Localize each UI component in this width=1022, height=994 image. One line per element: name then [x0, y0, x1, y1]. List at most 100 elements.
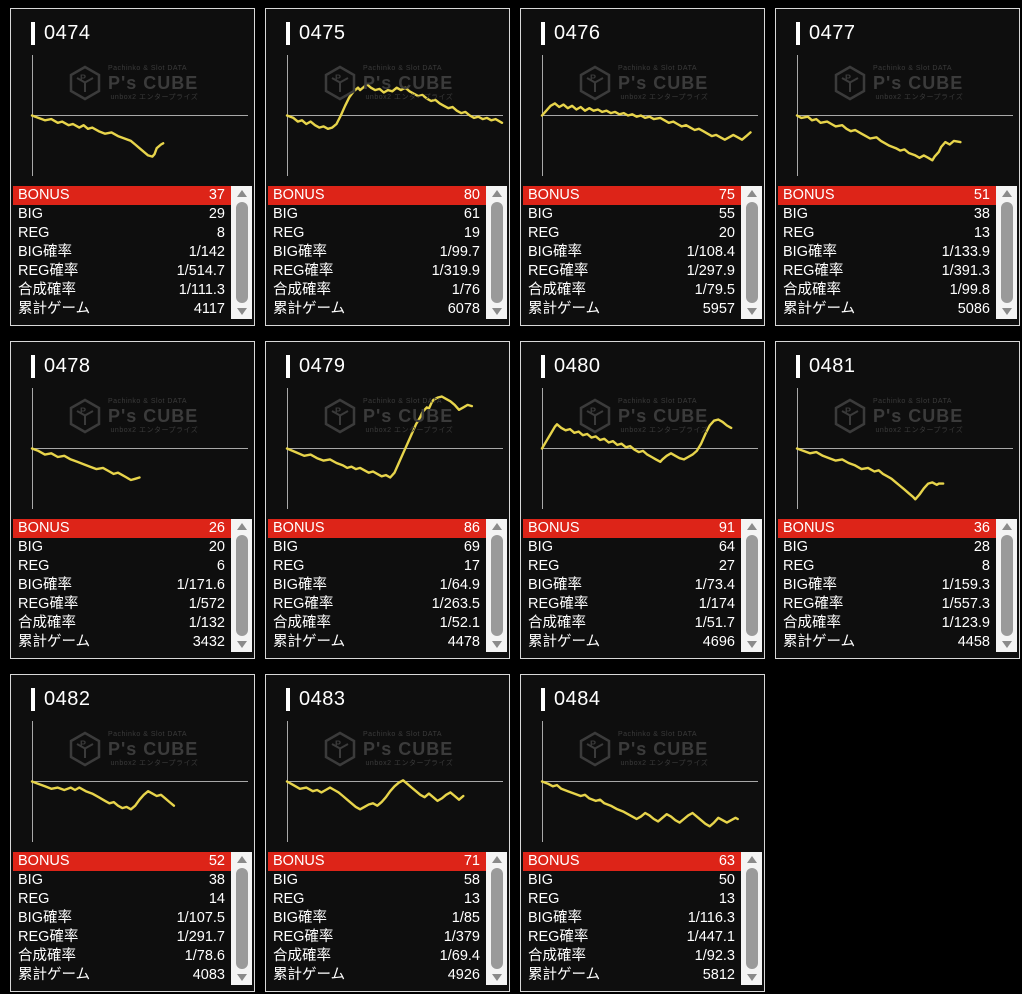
scroll-thumb[interactable]	[1000, 202, 1013, 303]
table-scrollbar[interactable]	[996, 186, 1017, 319]
machine-panel[interactable]: 0479 P Pachinko & Slot DATA	[265, 341, 510, 659]
row-value: 61	[463, 206, 480, 222]
table-row-combined-rate: 合成確率 1/92.3	[523, 947, 741, 966]
machine-panel[interactable]: 0484 P Pachinko & Slot DATA	[520, 674, 765, 992]
row-value: 1/51.7	[694, 615, 735, 631]
machine-panel[interactable]: 0480 P Pachinko & Slot DATA	[520, 341, 765, 659]
table-row-combined-rate: 合成確率 1/99.8	[778, 281, 996, 300]
table-row-big-rate: BIG確率 1/159.3	[778, 576, 996, 595]
row-value: 1/108.4	[686, 244, 735, 260]
machine-panel[interactable]: 0481 P Pachinko & Slot DATA	[775, 341, 1020, 659]
scroll-thumb[interactable]	[235, 202, 248, 303]
table-row-reg-rate: REG確率 1/557.3	[778, 595, 996, 614]
scroll-up-icon[interactable]	[746, 523, 757, 530]
row-value: 17	[463, 558, 480, 574]
row-label: BIG	[273, 206, 298, 222]
scroll-down-icon[interactable]	[236, 641, 247, 648]
stats-table: BONUS 51 BIG 38 REG 13 BIG確率 1/133.9 REG…	[778, 186, 1017, 319]
machine-panel[interactable]: 0474 P Pachinko & Slot DATA	[10, 8, 255, 326]
scroll-up-icon[interactable]	[491, 523, 502, 530]
table-scrollbar[interactable]	[741, 852, 762, 985]
row-label: REG確率	[783, 596, 844, 612]
header-accent-bar	[286, 22, 290, 46]
scroll-down-icon[interactable]	[491, 974, 502, 981]
scroll-thumb[interactable]	[745, 202, 758, 303]
table-scrollbar[interactable]	[486, 186, 507, 319]
scroll-up-icon[interactable]	[491, 856, 502, 863]
row-label: REG	[783, 225, 815, 241]
row-label: 合成確率	[273, 282, 331, 298]
machine-panel[interactable]: 0478 P Pachinko & Slot DATA	[10, 341, 255, 659]
table-row-reg-rate: REG確率 1/572	[13, 595, 231, 614]
scroll-down-icon[interactable]	[746, 641, 757, 648]
row-label: 合成確率	[528, 615, 586, 631]
scroll-up-icon[interactable]	[1001, 190, 1012, 197]
row-label: 累計ゲーム	[783, 634, 856, 650]
scroll-down-icon[interactable]	[491, 308, 502, 315]
table-row-total-games: 累計ゲーム 4478	[268, 633, 486, 652]
row-label: 累計ゲーム	[18, 634, 91, 650]
scroll-up-icon[interactable]	[236, 190, 247, 197]
machine-panel[interactable]: 0482 P Pachinko & Slot DATA	[10, 674, 255, 992]
scroll-up-icon[interactable]	[236, 856, 247, 863]
row-value: 1/379	[443, 929, 480, 945]
panel-header: 0474	[11, 9, 254, 53]
scroll-up-icon[interactable]	[1001, 523, 1012, 530]
table-row-combined-rate: 合成確率 1/76	[268, 281, 486, 300]
scroll-down-icon[interactable]	[1001, 308, 1012, 315]
row-value: 1/76	[451, 282, 480, 298]
scroll-thumb[interactable]	[1000, 535, 1013, 636]
table-row-bonus: BONUS 52	[13, 852, 231, 871]
scroll-thumb[interactable]	[235, 868, 248, 969]
machine-number: 0480	[554, 355, 601, 378]
table-row-big-rate: BIG確率 1/73.4	[523, 576, 741, 595]
table-scrollbar[interactable]	[996, 519, 1017, 652]
row-value: 1/391.3	[941, 263, 990, 279]
row-value: 1/263.5	[431, 596, 480, 612]
row-value: 1/73.4	[694, 577, 735, 593]
scroll-up-icon[interactable]	[746, 856, 757, 863]
table-row-reg: REG 19	[268, 224, 486, 243]
scroll-down-icon[interactable]	[236, 974, 247, 981]
table-scrollbar[interactable]	[231, 852, 252, 985]
scroll-up-icon[interactable]	[746, 190, 757, 197]
slump-graph: P Pachinko & Slot DATA P's CUBE unbox2 エ…	[521, 719, 766, 844]
scroll-down-icon[interactable]	[491, 641, 502, 648]
machine-panel[interactable]: 0476 P Pachinko & Slot DATA	[520, 8, 765, 326]
row-value: 1/116.3	[687, 910, 735, 926]
row-label: BIG	[18, 206, 43, 222]
stats-rows: BONUS 63 BIG 50 REG 13 BIG確率 1/116.3 REG…	[523, 852, 741, 985]
scroll-up-icon[interactable]	[491, 190, 502, 197]
scroll-thumb[interactable]	[490, 868, 503, 969]
row-label: BONUS	[18, 520, 70, 536]
table-row-big-rate: BIG確率 1/85	[268, 909, 486, 928]
table-scrollbar[interactable]	[231, 519, 252, 652]
machine-panel[interactable]: 0475 P Pachinko & Slot DATA	[265, 8, 510, 326]
row-label: REG確率	[273, 929, 334, 945]
row-value: 1/557.3	[941, 596, 990, 612]
scroll-thumb[interactable]	[745, 868, 758, 969]
scroll-thumb[interactable]	[490, 535, 503, 636]
scroll-down-icon[interactable]	[236, 308, 247, 315]
row-value: 91	[718, 520, 735, 536]
table-scrollbar[interactable]	[741, 519, 762, 652]
stats-table: BONUS 75 BIG 55 REG 20 BIG確率 1/108.4 REG…	[523, 186, 762, 319]
header-accent-bar	[31, 22, 35, 46]
table-scrollbar[interactable]	[486, 852, 507, 985]
scroll-thumb[interactable]	[235, 535, 248, 636]
scroll-down-icon[interactable]	[1001, 641, 1012, 648]
scroll-down-icon[interactable]	[746, 974, 757, 981]
machine-panel[interactable]: 0477 P Pachinko & Slot DATA	[775, 8, 1020, 326]
table-row-bonus: BONUS 80	[268, 186, 486, 205]
table-scrollbar[interactable]	[231, 186, 252, 319]
machine-panel[interactable]: 0483 P Pachinko & Slot DATA	[265, 674, 510, 992]
table-row-bonus: BONUS 36	[778, 519, 996, 538]
scroll-up-icon[interactable]	[236, 523, 247, 530]
scroll-down-icon[interactable]	[746, 308, 757, 315]
scroll-thumb[interactable]	[490, 202, 503, 303]
table-scrollbar[interactable]	[741, 186, 762, 319]
scroll-thumb[interactable]	[745, 535, 758, 636]
row-value: 4926	[447, 967, 480, 983]
table-row-reg-rate: REG確率 1/291.7	[13, 928, 231, 947]
table-scrollbar[interactable]	[486, 519, 507, 652]
